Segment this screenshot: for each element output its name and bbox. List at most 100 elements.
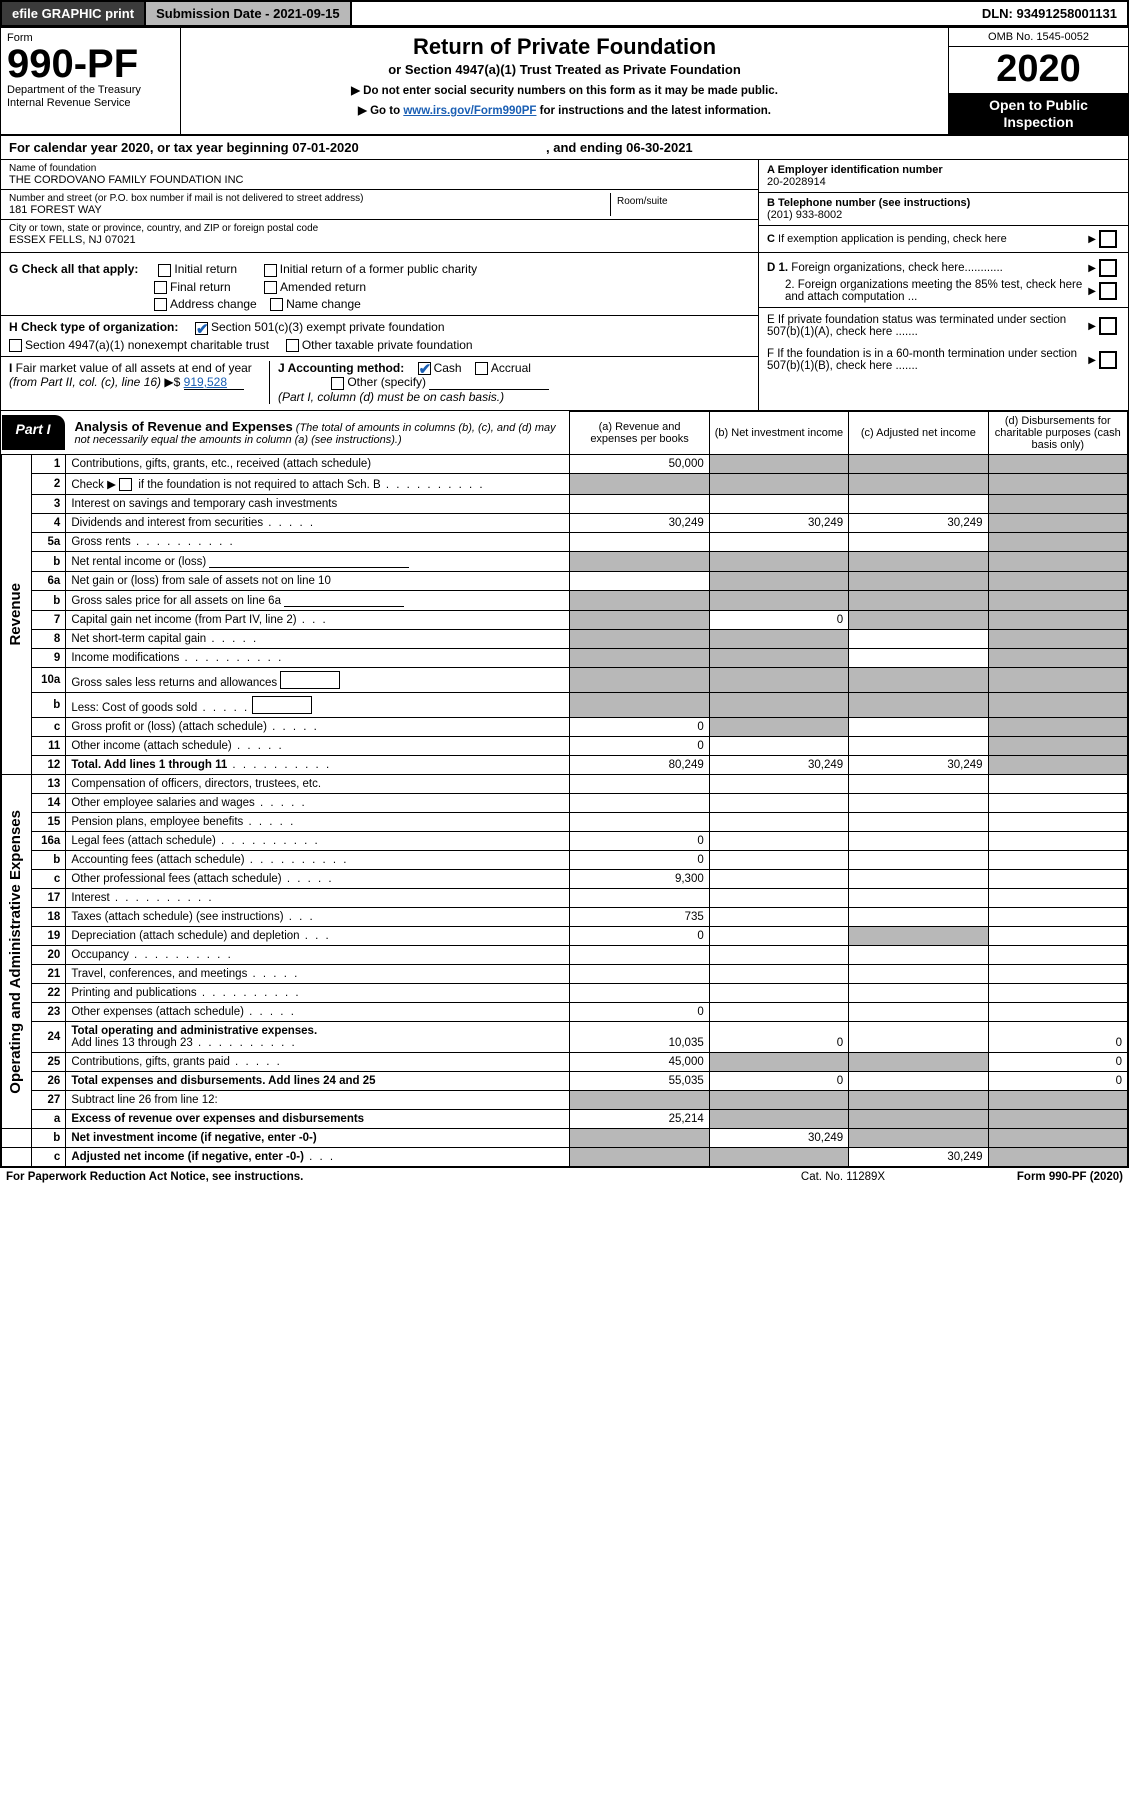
row-num: b xyxy=(32,1129,66,1148)
phone-value: (201) 933-8002 xyxy=(767,209,842,221)
row-desc: Taxes (attach schedule) (see instruction… xyxy=(66,908,570,927)
row-num: 18 xyxy=(32,908,66,927)
open-to-public-badge: Open to PublicInspection xyxy=(949,93,1128,135)
form-instruction-1: ▶ Do not enter social security numbers o… xyxy=(189,83,940,97)
section-501c3-checkbox[interactable] xyxy=(195,322,208,335)
arrow-icon xyxy=(1088,234,1099,245)
efile-print-button[interactable]: efile GRAPHIC print xyxy=(2,2,146,25)
row-num: 15 xyxy=(32,813,66,832)
form-instruction-2: ▶ Go to www.irs.gov/Form990PF for instru… xyxy=(189,103,940,117)
arrow-icon xyxy=(1088,355,1099,366)
page-footer: For Paperwork Reduction Act Notice, see … xyxy=(0,1168,1129,1186)
row-num: 1 xyxy=(32,454,66,473)
e-label: E If private foundation status was termi… xyxy=(767,314,1088,338)
sch-b-checkbox[interactable] xyxy=(119,478,132,491)
initial-return-public-checkbox[interactable] xyxy=(264,264,277,277)
row-desc: Other professional fees (attach schedule… xyxy=(66,870,570,889)
amended-return-checkbox[interactable] xyxy=(264,281,277,294)
row-num: 10a xyxy=(32,668,66,693)
revenue-side-label: Revenue xyxy=(7,583,24,646)
col-d-header: (d) Disbursements for charitable purpose… xyxy=(988,411,1127,454)
street-address: 181 FOREST WAY xyxy=(9,204,610,216)
cell-value: 0 xyxy=(570,737,709,756)
row-desc: Check ▶ if the foundation is not require… xyxy=(66,473,570,494)
city-state-zip: ESSEX FELLS, NJ 07021 xyxy=(9,234,750,246)
form-header: Form 990-PF Department of the Treasury I… xyxy=(1,28,1128,136)
final-return-checkbox[interactable] xyxy=(154,281,167,294)
exemption-checkbox[interactable] xyxy=(1099,230,1117,248)
check-sections: G Check all that apply: Initial return I… xyxy=(1,253,1128,410)
ein-value: 20-2028914 xyxy=(767,176,826,188)
row-num: 20 xyxy=(32,946,66,965)
row-num: 8 xyxy=(32,630,66,649)
col-b-header: (b) Net investment income xyxy=(709,411,848,454)
section-4947-checkbox[interactable] xyxy=(9,339,22,352)
row-desc: Net short-term capital gain xyxy=(66,630,570,649)
row-desc: Legal fees (attach schedule) xyxy=(66,832,570,851)
cell-value: 10,035 xyxy=(570,1022,709,1053)
name-change-label: Name change xyxy=(286,297,361,311)
row-desc: Other employee salaries and wages xyxy=(66,794,570,813)
part1-badge: Part I xyxy=(2,415,65,450)
foreign-org-checkbox[interactable] xyxy=(1099,259,1117,277)
other-method-checkbox[interactable] xyxy=(331,377,344,390)
row-num: 6a xyxy=(32,572,66,591)
row-num: c xyxy=(32,1148,66,1167)
accrual-checkbox[interactable] xyxy=(475,362,488,375)
form-title: Return of Private Foundation xyxy=(189,34,940,60)
row-num: 19 xyxy=(32,927,66,946)
d2-label: 2. Foreign organizations meeting the 85%… xyxy=(785,279,1088,303)
cell-value: 30,249 xyxy=(709,1129,848,1148)
row-num: c xyxy=(32,870,66,889)
dept-treasury: Department of the Treasury xyxy=(7,84,174,97)
row-desc: Income modifications xyxy=(66,649,570,668)
row-num: c xyxy=(32,718,66,737)
row-num: b xyxy=(32,851,66,870)
row-num: 21 xyxy=(32,965,66,984)
row-desc: Gross profit or (loss) (attach schedule) xyxy=(66,718,570,737)
expenses-side-label: Operating and Administrative Expenses xyxy=(7,810,24,1094)
h-label: H Check type of organization: xyxy=(9,320,178,334)
cat-number: Cat. No. 11289X xyxy=(743,1171,943,1183)
row-num: b xyxy=(32,552,66,572)
address-change-checkbox[interactable] xyxy=(154,298,167,311)
row-desc: Pension plans, employee benefits xyxy=(66,813,570,832)
cash-checkbox[interactable] xyxy=(418,362,431,375)
name-change-checkbox[interactable] xyxy=(270,298,283,311)
cell-value: 0 xyxy=(570,832,709,851)
row-num: 23 xyxy=(32,1003,66,1022)
cell-value: 30,249 xyxy=(849,514,988,533)
row-desc: Gross sales price for all assets on line… xyxy=(66,591,570,611)
termination-60mo-checkbox[interactable] xyxy=(1099,351,1117,369)
irs-link[interactable]: www.irs.gov/Form990PF xyxy=(403,105,536,117)
paperwork-notice: For Paperwork Reduction Act Notice, see … xyxy=(6,1171,743,1183)
fmv-value-link[interactable]: 919,528 xyxy=(184,375,244,390)
cell-value: 0 xyxy=(709,611,848,630)
arrow-icon xyxy=(1088,263,1099,274)
calendar-year-row: For calendar year 2020, or tax year begi… xyxy=(1,136,1128,160)
dollar-arrow: ▶$ xyxy=(164,375,183,389)
other-taxable-checkbox[interactable] xyxy=(286,339,299,352)
cell-value: 0 xyxy=(988,1053,1127,1072)
topbar: efile GRAPHIC print Submission Date - 20… xyxy=(0,0,1129,27)
status-terminated-checkbox[interactable] xyxy=(1099,317,1117,335)
cash-label: Cash xyxy=(434,361,462,375)
row-num: 27 xyxy=(32,1091,66,1110)
row-desc: Other expenses (attach schedule) xyxy=(66,1003,570,1022)
tax-year: 2020 xyxy=(949,47,1128,93)
row-desc: Total. Add lines 1 through 11 xyxy=(66,756,570,775)
initial-return-checkbox[interactable] xyxy=(158,264,171,277)
row-desc: Capital gain net income (from Part IV, l… xyxy=(66,611,570,630)
name-label: Name of foundation xyxy=(9,163,750,174)
cell-value: 55,035 xyxy=(570,1072,709,1091)
row-desc: Interest on savings and temporary cash i… xyxy=(66,495,570,514)
row-num: 12 xyxy=(32,756,66,775)
row-desc: Interest xyxy=(66,889,570,908)
row-num: 22 xyxy=(32,984,66,1003)
row-desc: Dividends and interest from securities xyxy=(66,514,570,533)
dln-label: DLN: 93491258001131 xyxy=(972,2,1127,25)
row-desc: Contributions, gifts, grants, etc., rece… xyxy=(66,454,570,473)
row-num: 4 xyxy=(32,514,66,533)
foreign-85-checkbox[interactable] xyxy=(1099,282,1117,300)
row-desc: Compensation of officers, directors, tru… xyxy=(66,775,570,794)
